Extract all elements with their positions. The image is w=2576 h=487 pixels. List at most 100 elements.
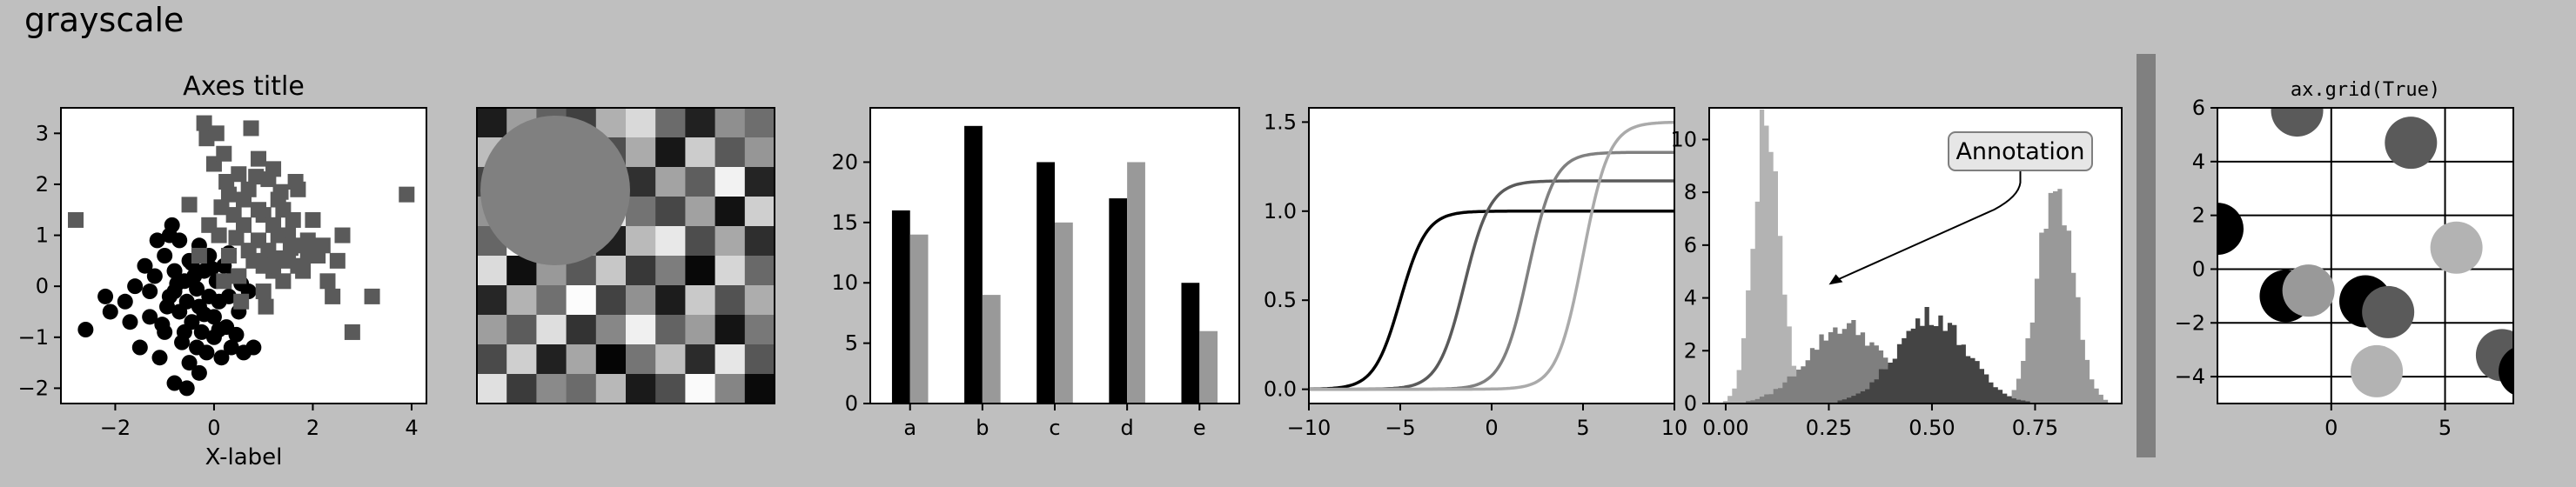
- x-tick-label: 2: [306, 416, 319, 440]
- line-series: [1309, 120, 1674, 391]
- scatter-point: [131, 339, 148, 356]
- bar: [1181, 283, 1200, 404]
- axes-frame: [869, 107, 1240, 404]
- scatter-point: [2499, 347, 2513, 395]
- scatter-point: [2271, 108, 2324, 137]
- image-cell: [626, 108, 656, 138]
- bar: [891, 210, 910, 404]
- scatter-point: [127, 278, 144, 295]
- scatter-point: [142, 284, 158, 300]
- scatter-point: [270, 227, 286, 244]
- y-tick-label: 0: [36, 274, 49, 298]
- scatter-point: [240, 243, 257, 259]
- scatter-point: [181, 197, 198, 213]
- y-tick-label: 0: [1684, 391, 1697, 416]
- scatter-point: [166, 263, 183, 279]
- y-tick-label: −1: [18, 325, 49, 350]
- image-cell: [595, 285, 627, 316]
- y-tick-label: 2: [36, 172, 49, 197]
- image-cell: [655, 344, 686, 375]
- scatter-point: [236, 217, 252, 233]
- image-cell: [714, 226, 746, 257]
- image-cell: [626, 197, 656, 227]
- y-tick-label: 3: [36, 121, 49, 145]
- scatter-point: [178, 293, 195, 310]
- scatter-point: [245, 339, 262, 356]
- image-cell: [655, 374, 686, 404]
- image-cell: [595, 374, 627, 404]
- image-cell: [595, 315, 627, 345]
- image-cell: [744, 344, 775, 375]
- y-tick-label: 0: [845, 391, 858, 416]
- image-cell: [744, 374, 775, 404]
- x-tick-label: b: [976, 416, 989, 440]
- x-axis-label: X-label: [205, 444, 283, 470]
- plot-area: [2217, 108, 2513, 404]
- image-cell: [566, 315, 597, 345]
- histogram: [1709, 307, 2122, 404]
- image-cell: [477, 256, 507, 286]
- y-tick-label: 0.5: [1264, 288, 1297, 312]
- image-cell: [536, 315, 567, 345]
- image-cell: [506, 315, 537, 345]
- scatter-point: [2362, 285, 2415, 338]
- image-cell: [506, 374, 537, 404]
- y-tick-label: 8: [1684, 180, 1697, 204]
- image-cell: [685, 374, 716, 404]
- axes-frame: [476, 107, 775, 404]
- scatter-point: [344, 324, 360, 340]
- scatter-point: [231, 268, 247, 284]
- image-cell: [655, 256, 686, 286]
- image-cell: [714, 344, 746, 375]
- scatter-point: [255, 257, 272, 274]
- scatter-point: [285, 211, 301, 228]
- y-tick-label: 20: [831, 150, 858, 174]
- scatter-point: [154, 317, 171, 333]
- x-tick-label: 0: [207, 416, 220, 440]
- image-cell: [626, 226, 656, 257]
- image-cell: [685, 108, 716, 138]
- image-cell: [744, 256, 775, 286]
- axes-background: [1309, 108, 1674, 404]
- image-cell: [744, 226, 775, 257]
- scatter-point: [299, 248, 316, 264]
- image-cell: [506, 285, 537, 316]
- scatter-point: [201, 217, 218, 233]
- image-cell: [685, 167, 716, 197]
- y-tick-label: 4: [2192, 150, 2205, 174]
- image-cell: [566, 285, 597, 316]
- axes-title: ax.grid(True): [2291, 79, 2440, 101]
- image-cell: [536, 344, 567, 375]
- image-cell: [595, 344, 627, 375]
- annotation-label: Annotation: [1955, 138, 2084, 165]
- scatter-point: [137, 257, 153, 274]
- y-tick-label: 10: [831, 270, 858, 295]
- image-cell: [714, 374, 746, 404]
- bar: [1036, 162, 1055, 404]
- y-tick-label: 2: [2192, 203, 2205, 228]
- image-cell: [566, 344, 597, 375]
- scatter-point: [204, 260, 220, 277]
- scatter-point: [159, 298, 176, 315]
- scatter-point: [213, 199, 230, 216]
- scatter-point: [258, 298, 274, 315]
- annotation-box: [1948, 131, 2093, 171]
- y-tick-label: 15: [831, 210, 858, 235]
- image-cell: [744, 315, 775, 345]
- image-cell: [685, 344, 716, 375]
- image-cell: [477, 315, 507, 345]
- x-tick-label: 0.25: [1806, 416, 1852, 440]
- plot-area: [1309, 120, 1674, 391]
- scatter-point: [178, 380, 195, 397]
- image-cell: [655, 137, 686, 168]
- image-cell: [536, 374, 567, 404]
- image-cell: [714, 108, 746, 138]
- y-tick-label: 5: [845, 331, 858, 356]
- image-cell: [626, 137, 656, 168]
- scatter-point: [198, 344, 215, 361]
- image-cell: [744, 285, 775, 316]
- x-tick-label: d: [1121, 416, 1134, 440]
- y-tick-label: −4: [2175, 364, 2205, 389]
- scatter-point: [211, 322, 227, 337]
- figure-title: grayscale: [24, 1, 184, 39]
